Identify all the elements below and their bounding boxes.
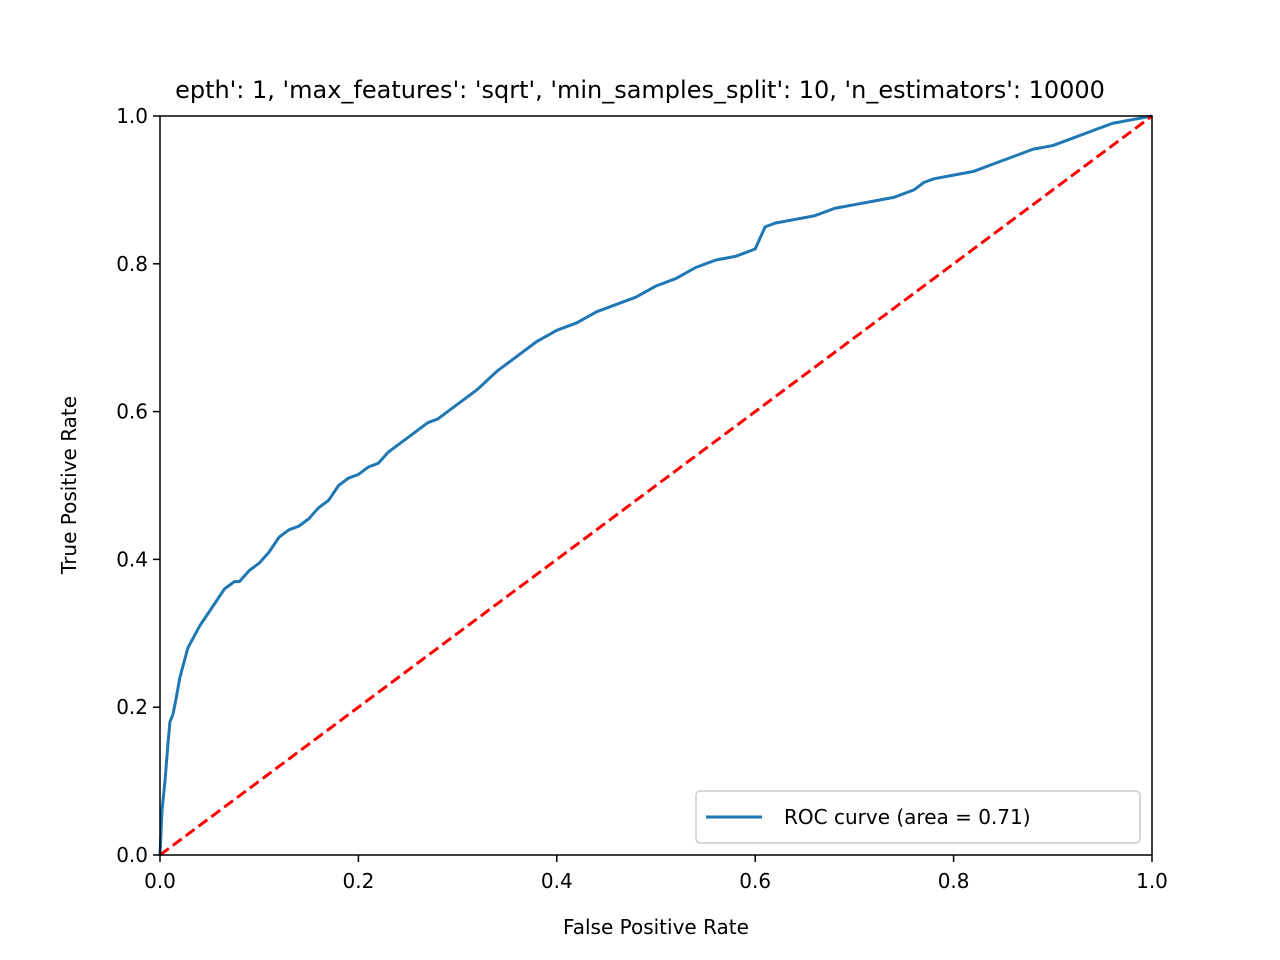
y-tick-label: 1.0 [116, 104, 148, 128]
roc-curve-line [158, 114, 1153, 856]
x-axis: 0.0 0.2 0.4 0.6 0.8 1.0 [144, 855, 1168, 893]
plot-frame [159, 115, 1153, 856]
plot-area [158, 114, 1153, 857]
legend: ROC curve (area = 0.71) [695, 790, 1141, 844]
y-tick-label: 0.0 [116, 843, 148, 867]
x-tick-label: 1.0 [1136, 869, 1168, 893]
y-tick-label: 0.8 [116, 252, 148, 276]
y-tick-label: 0.6 [116, 400, 148, 424]
y-axis: 0.0 0.2 0.4 0.6 0.8 1.0 [116, 104, 160, 867]
y-tick-label: 0.4 [116, 547, 148, 571]
chance-diagonal-line [159, 114, 1153, 857]
chart-title: epth': 1, 'max_features': 'sqrt', 'min_s… [175, 76, 1105, 104]
x-axis-label: False Positive Rate [563, 915, 749, 939]
x-tick-label: 0.2 [342, 869, 374, 893]
x-tick-label: 0.0 [144, 869, 176, 893]
x-tick-label: 0.6 [739, 869, 771, 893]
y-axis-label: True Positive Rate [57, 396, 81, 575]
legend-box [695, 790, 1141, 844]
x-tick-label: 0.8 [938, 869, 970, 893]
x-tick-label: 0.4 [541, 869, 573, 893]
y-tick-label: 0.2 [116, 695, 148, 719]
legend-entry-label: ROC curve (area = 0.71) [784, 805, 1031, 829]
